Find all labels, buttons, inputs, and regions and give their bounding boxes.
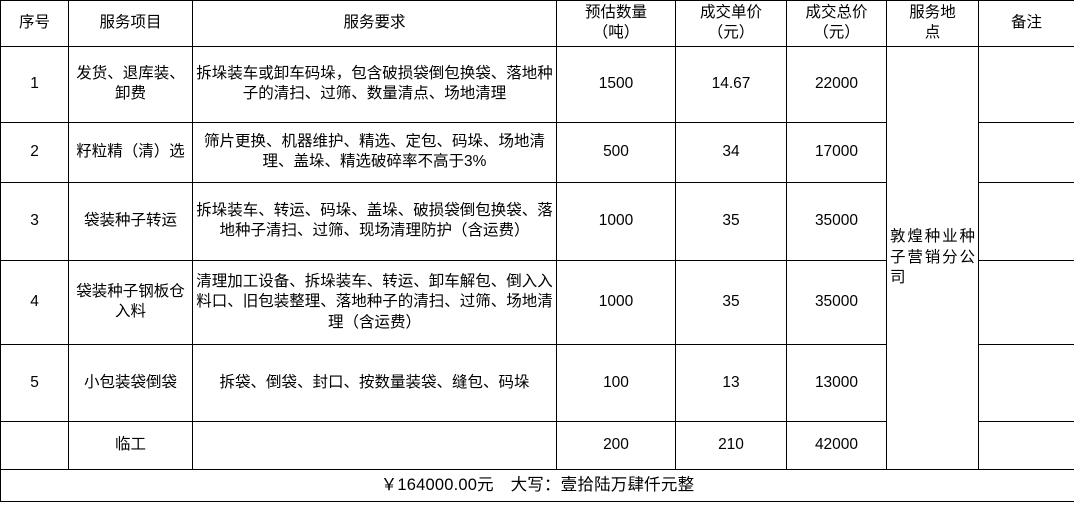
table-row: 1 发货、退库装、卸费 拆垛装车或卸车码垛，包含破损袋倒包换袋、落地种子的清扫、… — [0, 45, 1074, 470]
cell-seq — [0, 420, 69, 470]
cell-seq: 5 — [0, 343, 69, 422]
cell-quantity: 500 — [556, 121, 676, 183]
table-row: 4 袋装种子钢板仓入料 清理加工设备、拆垛装车、转运、卸车解包、倒入入料口、旧包… — [0, 259, 1074, 345]
cell-service-item: 籽粒精（清）选 — [68, 121, 193, 183]
column-header-unit-price: 成交单价 （元） — [675, 0, 787, 47]
cell-total-price: 22000 — [786, 45, 887, 123]
cell-seq: 1 — [0, 45, 69, 123]
cell-quantity: 1500 — [556, 45, 676, 123]
column-header-seq-line1: 序号 — [18, 14, 50, 32]
cell-total-price: 13000 — [786, 343, 887, 422]
cell-service-location: 敦煌种业种子营销分公司 — [886, 45, 979, 470]
column-header-service-item-line1: 服务项目 — [99, 14, 162, 32]
table-row: 2 籽粒精（清）选 筛片更换、机器维护、精选、定包、码垛、场地清理、盖垛、精选破… — [0, 121, 1074, 183]
cell-service-requirement: 筛片更换、机器维护、精选、定包、码垛、场地清理、盖垛、精选破碎率不高于3% — [192, 121, 557, 183]
cell-service-requirement: 清理加工设备、拆垛装车、转运、卸车解包、倒入入料口、旧包装整理、落地种子的清扫、… — [192, 259, 557, 345]
column-header-quantity-line1: 预估数量 — [584, 4, 647, 21]
cell-remark — [978, 343, 1074, 422]
table-row: 5 小包装袋倒袋 拆袋、倒袋、封口、按数量装袋、缝包、码垛 100 13 130… — [0, 343, 1074, 422]
cell-total-price: 42000 — [786, 420, 887, 470]
service-location-text: 敦煌种业种子营销分公司 — [890, 228, 975, 287]
cell-quantity: 1000 — [556, 181, 676, 261]
column-header-service-requirement-line1: 服务要求 — [343, 14, 406, 32]
cell-service-item: 小包装袋倒袋 — [68, 343, 193, 422]
cell-unit-price: 35 — [675, 259, 787, 345]
cell-remark — [978, 45, 1074, 123]
table-header: 序号 服务项目 服务要求 预估数量 （吨） 成交单价 （元） 成交总价 — [0, 0, 1074, 47]
cell-remark — [978, 181, 1074, 261]
cell-unit-price: 14.67 — [675, 45, 787, 123]
cell-service-item: 发货、退库装、卸费 — [68, 45, 193, 123]
column-header-seq: 序号 — [0, 0, 69, 47]
cell-unit-price: 210 — [675, 420, 787, 470]
column-header-total-price-line2: （元） — [813, 24, 860, 42]
header-row: 序号 服务项目 服务要求 预估数量 （吨） 成交单价 （元） 成交总价 — [0, 0, 1074, 47]
column-header-remark: 备注 — [978, 0, 1074, 47]
column-header-remark-line1: 备注 — [1010, 14, 1042, 32]
cell-total-price: 35000 — [786, 181, 887, 261]
cell-remark — [978, 420, 1074, 470]
column-header-quantity-line2: （吨） — [592, 24, 640, 42]
cell-unit-price: 35 — [675, 181, 787, 261]
cell-service-item: 袋装种子钢板仓入料 — [68, 259, 193, 345]
column-header-unit-price-line1: 成交单价 — [699, 4, 762, 21]
column-header-total-price: 成交总价 （元） — [786, 0, 887, 47]
cell-service-item: 临工 — [68, 420, 193, 470]
cell-service-requirement — [192, 420, 557, 470]
column-header-service-location: 服务地 点 — [886, 0, 979, 47]
grand-total-text: ￥164000.00元 大写：壹拾陆万肆仟元整 — [0, 468, 1074, 502]
cell-remark — [978, 121, 1074, 183]
table-body: 1 发货、退库装、卸费 拆垛装车或卸车码垛，包含破损袋倒包换袋、落地种子的清扫、… — [0, 45, 1074, 502]
cell-remark — [978, 259, 1074, 345]
cell-unit-price: 13 — [675, 343, 787, 422]
column-header-service-location-line1: 服务地 — [909, 4, 956, 21]
cell-service-requirement: 拆垛装车或卸车码垛，包含破损袋倒包换袋、落地种子的清扫、过筛、数量清点、场地清理 — [192, 45, 557, 123]
cell-seq: 3 — [0, 181, 69, 261]
cell-total-price: 35000 — [786, 259, 887, 345]
column-header-service-requirement: 服务要求 — [192, 0, 557, 47]
column-header-service-item: 服务项目 — [68, 0, 193, 47]
table-row: 3 袋装种子转运 拆垛装车、转运、码垛、盖垛、破损袋倒包换袋、落地种子清扫、过筛… — [0, 181, 1074, 261]
cell-seq: 2 — [0, 121, 69, 183]
cell-quantity: 1000 — [556, 259, 676, 345]
cell-seq: 4 — [0, 259, 69, 345]
grand-total-row: ￥164000.00元 大写：壹拾陆万肆仟元整 — [0, 468, 1074, 502]
cell-service-requirement: 拆垛装车、转运、码垛、盖垛、破损袋倒包换袋、落地种子清扫、过筛、现场清理防护（含… — [192, 181, 557, 261]
column-header-service-location-line2: 点 — [924, 24, 941, 42]
cell-unit-price: 34 — [675, 121, 787, 183]
column-header-unit-price-line2: （元） — [707, 24, 755, 42]
cell-quantity: 100 — [556, 343, 676, 422]
cell-service-item: 袋装种子转运 — [68, 181, 193, 261]
column-header-quantity: 预估数量 （吨） — [556, 0, 676, 47]
cell-quantity: 200 — [556, 420, 676, 470]
column-header-total-price-line1: 成交总价 — [805, 4, 868, 21]
cell-total-price: 17000 — [786, 121, 887, 183]
cell-service-requirement: 拆袋、倒袋、封口、按数量装袋、缝包、码垛 — [192, 343, 557, 422]
